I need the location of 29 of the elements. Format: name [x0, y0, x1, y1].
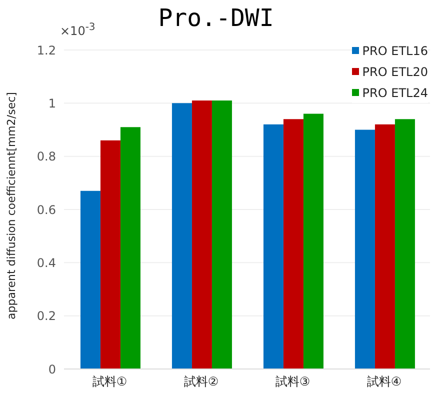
- bar: [374, 124, 395, 369]
- y-tick-label: 0: [48, 362, 56, 376]
- chart-title: Pro.-DWI: [158, 4, 274, 32]
- y-tick-label: 0.6: [36, 202, 56, 217]
- x-tick-label: 試料③: [275, 374, 310, 389]
- bar: [394, 119, 415, 369]
- bar: [172, 103, 192, 369]
- legend-label: PRO ETL20: [361, 64, 428, 80]
- bar: [100, 140, 120, 369]
- y-tick-label: 1: [48, 96, 56, 110]
- x-tick-label: 試料①: [92, 374, 128, 389]
- y-tick-label: 1.2: [36, 43, 56, 58]
- y-axis-title: apparent diffusion coefficiennt[mm2/sec]: [4, 92, 18, 320]
- x-tick-label: 試料②: [184, 374, 219, 389]
- bar: [80, 190, 100, 369]
- bar: [283, 119, 304, 369]
- y-tick-label: 0.8: [36, 150, 56, 164]
- bar: [192, 100, 212, 369]
- legend-label: PRO ETL16: [361, 42, 428, 60]
- y-tick-label: 0.2: [36, 309, 56, 324]
- bar: [263, 124, 284, 369]
- bar: [303, 114, 324, 369]
- y-tick-label: 0.4: [36, 256, 56, 270]
- bar: [120, 127, 140, 369]
- bar: [212, 100, 232, 369]
- text: ×10$^{-3}$: [60, 22, 96, 38]
- bar: [354, 130, 375, 369]
- legend-label: PRO ETL24: [361, 84, 428, 102]
- x-tick-label: 試料④: [366, 374, 402, 389]
